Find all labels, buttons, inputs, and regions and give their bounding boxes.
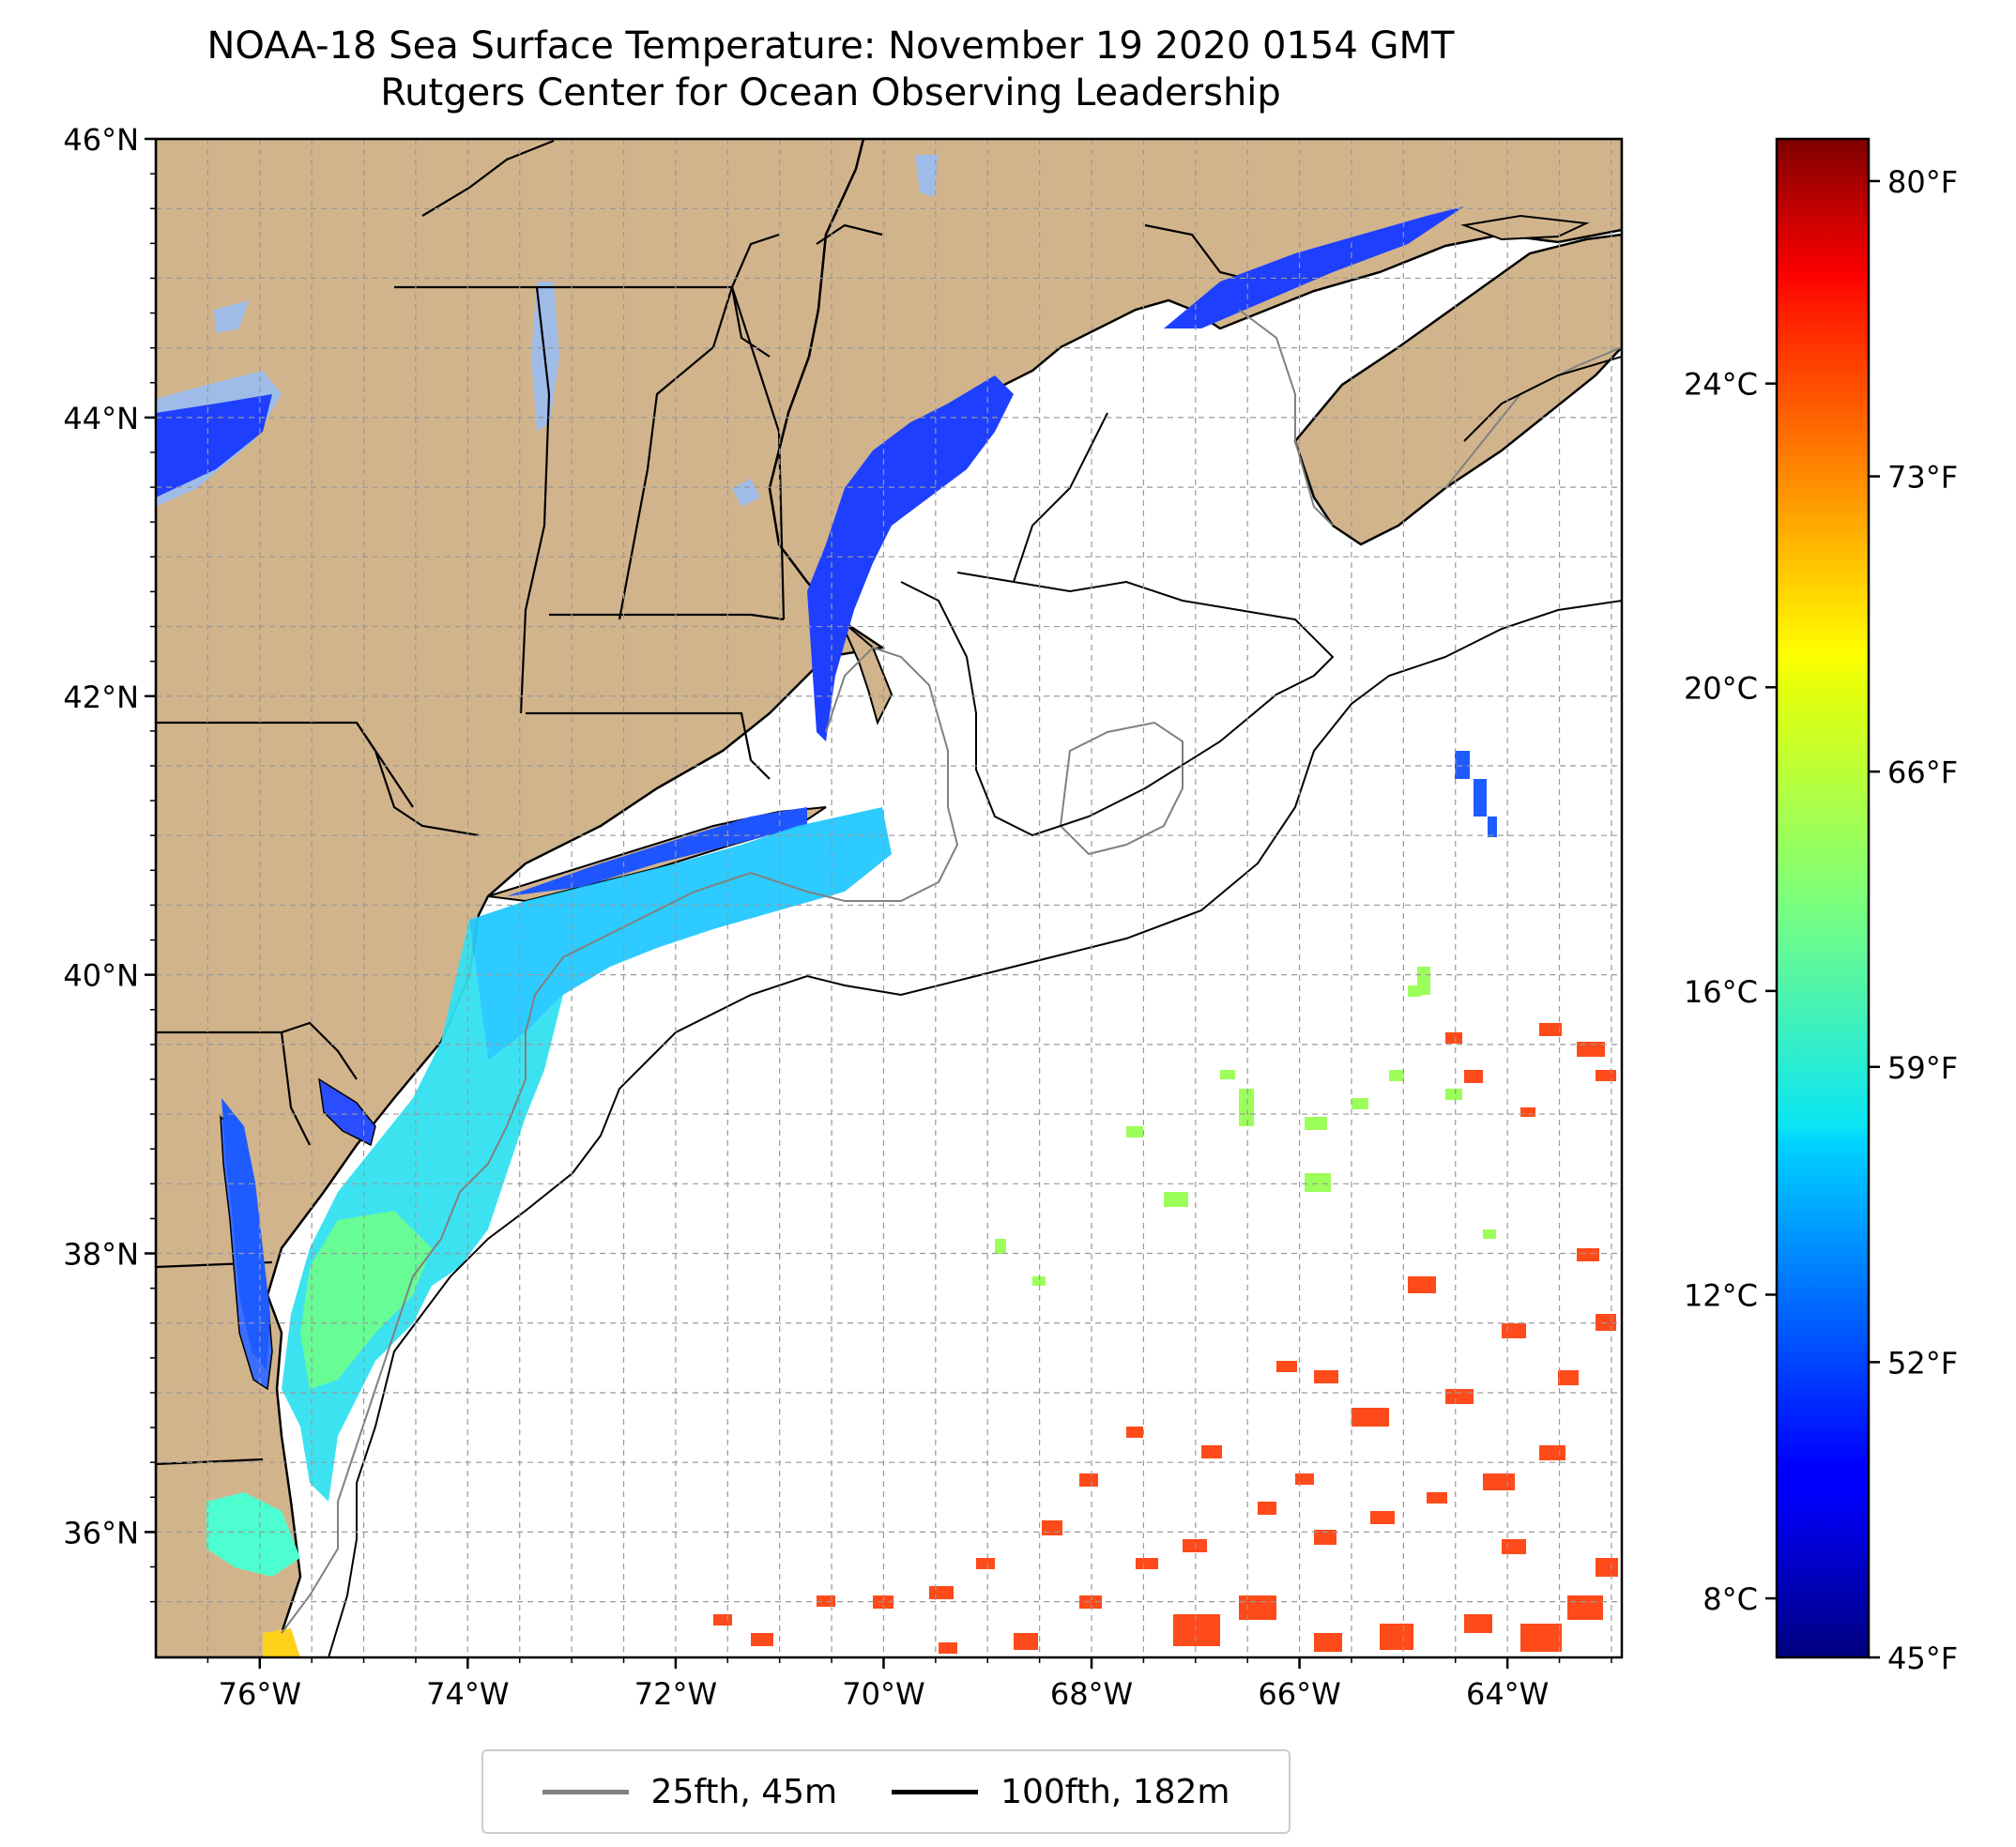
- lat-tick-label: 40°N: [63, 958, 139, 994]
- sst-long-island-sound: [507, 807, 807, 896]
- sst-bay-of-fundy: [1164, 206, 1464, 328]
- colorbar-celsius-axis: 24°C 20°C 16°C 12°C 8°C: [1684, 367, 1777, 1617]
- sst-offshore-blue-patches: [1455, 751, 1497, 837]
- fahrenheit-tick-label: 80°F: [1887, 164, 1958, 200]
- legend-entry-25fth: 25fth, 45m: [542, 1772, 838, 1811]
- lake-small-2: [915, 155, 939, 197]
- celsius-tick-label: 16°C: [1684, 974, 1758, 1010]
- lat-tick-label: 38°N: [63, 1237, 139, 1273]
- lake-small-3: [214, 300, 249, 333]
- lat-tick-label: 44°N: [63, 401, 139, 436]
- sst-lake-ontario: [156, 394, 272, 497]
- lake-small-1: [732, 479, 760, 507]
- bathymetry-100fth-contour: [328, 356, 1622, 1657]
- lon-tick-label: 74°W: [426, 1676, 509, 1712]
- lon-tick-label: 66°W: [1258, 1676, 1340, 1712]
- longitude-axis: 76°W 74°W 72°W 70°W 68°W 66°W 64°W: [206, 1657, 1612, 1712]
- legend-swatch-black: [892, 1789, 979, 1794]
- map-title: NOAA-18 Sea Surface Temperature: Novembe…: [206, 24, 1455, 68]
- nova-scotia: [1293, 233, 1622, 546]
- legend-label-25fth: 25fth, 45m: [650, 1772, 838, 1811]
- map-content: [156, 139, 1622, 1657]
- pei-landmass: [1460, 214, 1590, 241]
- sst-data: [156, 206, 1618, 1657]
- contour-legend: 25fth, 45m 100fth, 182m: [481, 1749, 1291, 1834]
- legend-label-100fth: 100fth, 182m: [1000, 1772, 1230, 1811]
- graticule: [156, 139, 1622, 1657]
- celsius-tick-label: 24°C: [1684, 367, 1758, 403]
- fahrenheit-tick-label: 45°F: [1887, 1641, 1958, 1676]
- lon-tick-label: 64°W: [1466, 1676, 1549, 1712]
- sst-southern-new-england-shelf: [469, 807, 892, 1061]
- fahrenheit-tick-label: 52°F: [1887, 1345, 1958, 1381]
- sst-pamlico-sound: [206, 1492, 300, 1577]
- fahrenheit-tick-label: 66°F: [1887, 755, 1958, 790]
- legend-entry-100fth: 100fth, 182m: [892, 1773, 1229, 1811]
- lat-tick-label: 46°N: [63, 122, 139, 158]
- sst-offshore-green-patches: [995, 967, 1496, 1286]
- lon-tick-label: 70°W: [842, 1676, 924, 1712]
- map-frame: [154, 137, 1624, 1659]
- lat-tick-label: 36°N: [63, 1515, 139, 1550]
- fahrenheit-tick-label: 59°F: [1887, 1050, 1958, 1086]
- lat-tick-label: 42°N: [63, 679, 139, 715]
- lon-tick-label: 72°W: [634, 1676, 717, 1712]
- sst-chesapeake-blue: [221, 1098, 270, 1370]
- colorbar-fahrenheit-axis: 80°F 73°F 66°F 59°F 52°F 45°F: [1869, 164, 1958, 1676]
- legend-swatch-gray: [542, 1789, 629, 1794]
- celsius-tick-label: 8°C: [1703, 1581, 1758, 1617]
- sst-hatteras-yellow: [263, 1628, 300, 1657]
- lon-tick-label: 68°W: [1050, 1676, 1133, 1712]
- fahrenheit-tick-label: 73°F: [1887, 460, 1958, 496]
- lon-tick-label: 76°W: [219, 1676, 301, 1712]
- celsius-tick-label: 12°C: [1684, 1277, 1758, 1313]
- celsius-tick-label: 20°C: [1684, 670, 1758, 706]
- colorbar: [1775, 137, 1871, 1659]
- latitude-axis: 46°N 44°N 42°N 40°N 38°N 36°N: [63, 122, 156, 1603]
- title-block: NOAA-18 Sea Surface Temperature: Novembe…: [0, 23, 1661, 116]
- sst-gulf-of-maine-blue: [807, 375, 1014, 741]
- sst-virginia-shelf-green: [300, 1211, 432, 1389]
- delaware-bay: [318, 1077, 376, 1147]
- map-subtitle: Rutgers Center for Ocean Observing Leade…: [380, 71, 1281, 114]
